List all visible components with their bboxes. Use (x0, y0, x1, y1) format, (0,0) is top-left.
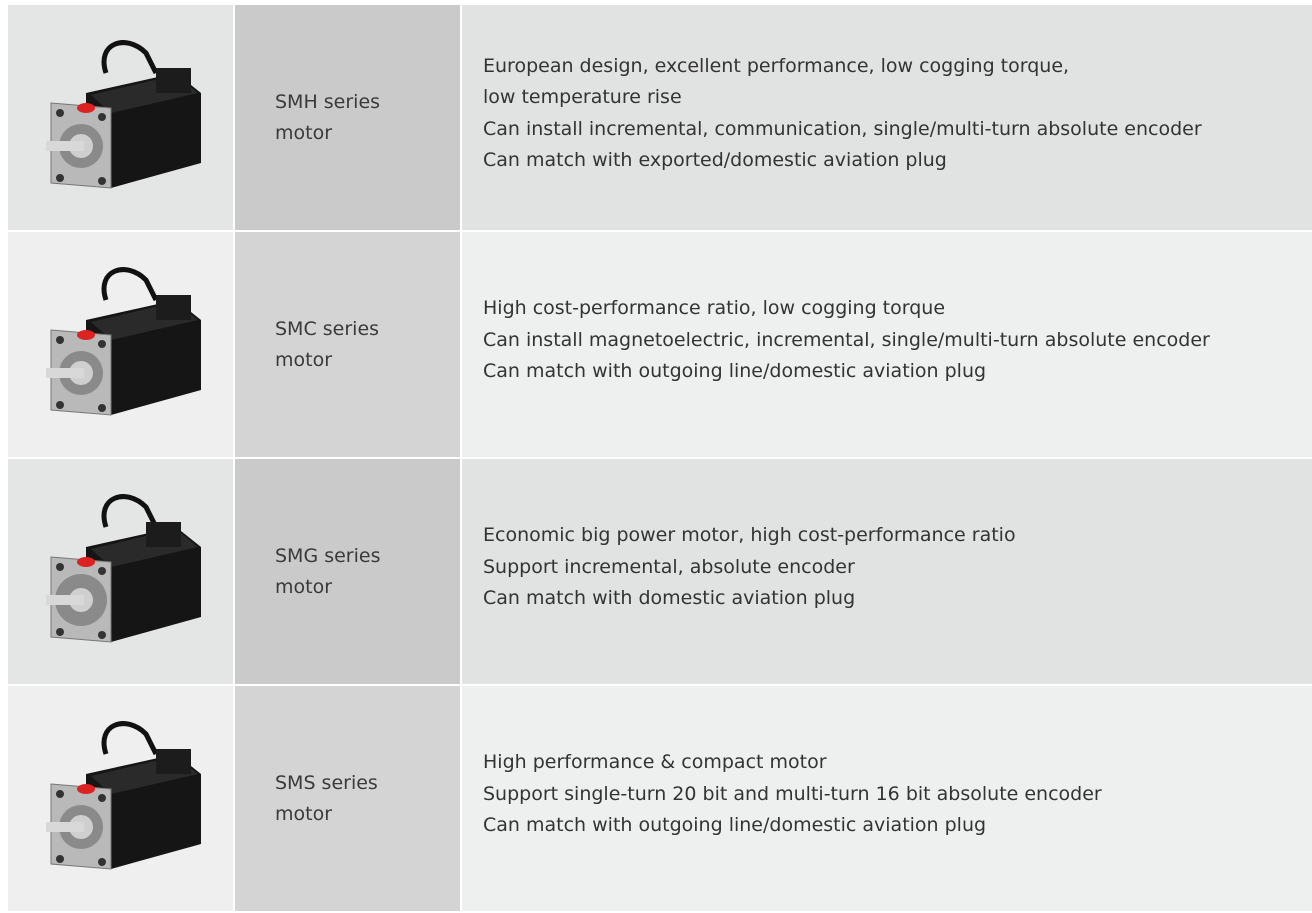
name-cell: SMC series motor (235, 232, 460, 457)
table-row: SMH series motor European design, excelle… (8, 5, 1312, 230)
description-cell: High cost-performance ratio, low cogging… (462, 232, 1312, 457)
table-row: SMS series motor High performance & compa… (8, 686, 1312, 911)
name-cell: SMG series motor (235, 459, 460, 684)
description-line: European design, excellent performance, … (483, 54, 1070, 77)
table-row: SMC series motor High cost-performance ra… (8, 232, 1312, 457)
image-cell (8, 686, 233, 911)
description-line: Support single-turn 20 bit and multi-tur… (483, 782, 1102, 805)
name-cell: SMS series motor (235, 686, 460, 911)
description-cell: European design, excellent performance, … (462, 5, 1312, 230)
motor-image (45, 720, 201, 870)
description-line: High performance & compact motor (483, 751, 827, 774)
description-line: Support incremental, absolute encoder (483, 555, 855, 578)
image-cell (8, 459, 233, 684)
image-cell (8, 232, 233, 457)
description-line: Can match with outgoing line/domestic av… (483, 814, 987, 837)
description-line: High cost-performance ratio, low cogging… (483, 297, 946, 320)
name-cell: SMH series motor (235, 5, 460, 230)
description-line: Can install magnetoelectric, incremental… (483, 328, 1210, 351)
description-line: Can match with outgoing line/domestic av… (483, 360, 987, 383)
series-name: SMS series motor (275, 771, 378, 825)
description-line: Can match with exported/domestic aviatio… (483, 149, 947, 171)
series-name: SMG series motor (275, 544, 381, 598)
series-name: SMC series motor (275, 317, 380, 371)
description-line: Economic big power motor, high cost-perf… (483, 524, 1016, 547)
table-row: SMG series motor Economic big power motor… (8, 459, 1312, 684)
motor-image (45, 39, 201, 189)
motor-image (45, 266, 201, 416)
description-cell: Economic big power motor, high cost-perf… (462, 459, 1312, 684)
product-table: SMH series motor European design, excelle… (8, 5, 1312, 913)
motor-image (45, 493, 201, 643)
description-cell: High performance & compact motor Support … (462, 686, 1312, 911)
description-line: Can match with domestic aviation plug (483, 587, 856, 610)
description-line: Can install incremental, communication, … (483, 117, 1202, 140)
description-line: low temperature rise (483, 86, 682, 108)
image-cell (8, 5, 233, 230)
series-name: SMH series motor (275, 90, 381, 144)
